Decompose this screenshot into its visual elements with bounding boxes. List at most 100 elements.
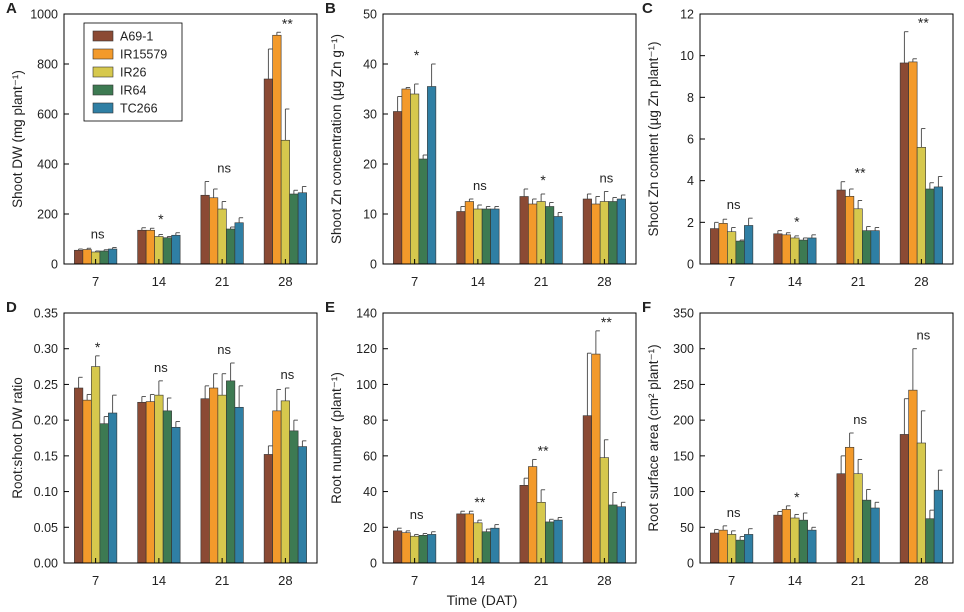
y-tick-label-e: 120 [356, 342, 377, 356]
y-tick-label-f: 100 [673, 485, 694, 499]
bar-f-28-ir64 [925, 518, 935, 564]
y-tick-label-e: 20 [363, 521, 377, 535]
bar-a-14-ir64 [162, 237, 172, 265]
bar-c-14-ir15579 [781, 234, 791, 265]
bar-c-28-a69-1 [899, 62, 909, 265]
significance-b: * [414, 47, 420, 63]
y-tick-label-a: 200 [37, 208, 58, 222]
plot-frame-a [63, 13, 318, 265]
bar-a-28-ir64 [289, 193, 299, 265]
bar-d-7-ir15579 [82, 399, 92, 564]
x-tick-label-d: 28 [278, 573, 292, 588]
bar-b-7-tc266 [427, 86, 437, 265]
y-tick-label-e: 100 [356, 378, 377, 392]
bar-f-7-ir64 [735, 539, 745, 564]
y-tick-label-c: 6 [687, 133, 694, 147]
plot-frame-b [382, 13, 637, 265]
y-tick-label-d: 0.35 [34, 307, 58, 321]
y-tick-label-f: 0 [687, 557, 694, 571]
x-tick-label-a: 21 [215, 274, 229, 289]
y-tick-label-e: 80 [363, 414, 377, 428]
y-tick-label-b: 50 [363, 8, 377, 22]
bar-a-28-ir15579 [272, 34, 282, 265]
bar-b-28-tc266 [616, 198, 626, 265]
bar-e-21-ir15579 [528, 466, 538, 564]
bar-c-21-tc266 [870, 230, 880, 265]
bar-d-7-tc266 [108, 412, 118, 564]
bar-e-14-tc266 [490, 527, 500, 564]
bar-b-28-ir26 [599, 201, 609, 265]
bar-a-28-a69-1 [263, 78, 273, 265]
bar-e-28-ir26 [599, 457, 609, 564]
bar-b-28-a69-1 [582, 198, 592, 265]
bar-f-7-a69-1 [710, 532, 720, 564]
significance-e: ** [601, 314, 612, 330]
panel-label-a: A [6, 0, 17, 17]
legend-swatch-ir26 [92, 66, 114, 78]
bar-d-28-ir26 [280, 400, 290, 564]
x-tick-label-a: 7 [92, 274, 99, 289]
bar-d-7-ir26 [91, 366, 101, 564]
bar-f-7-ir15579 [718, 529, 728, 564]
bar-b-14-ir26 [473, 208, 483, 265]
bar-c-7-tc266 [744, 225, 754, 265]
bar-d-7-a69-1 [74, 387, 84, 564]
significance-d: ns [154, 360, 168, 375]
y-tick-label-a: 1000 [30, 8, 58, 22]
y-tick-label-d: 0.15 [34, 449, 58, 463]
legend-label-tc266: TC266 [120, 102, 158, 116]
bar-e-14-ir64 [481, 531, 491, 564]
bar-c-28-ir26 [916, 147, 926, 265]
y-tick-label-f: 300 [673, 342, 694, 356]
bar-e-28-a69-1 [582, 415, 592, 564]
significance-a: ns [217, 161, 231, 176]
y-tick-label-f: 150 [673, 449, 694, 463]
y-tick-label-d: 0.30 [34, 342, 58, 356]
bar-b-21-ir15579 [528, 203, 538, 265]
y-tick-label-e: 140 [356, 307, 377, 321]
x-tick-label-b: 7 [411, 274, 418, 289]
bar-d-21-ir26 [217, 394, 227, 564]
y-tick-label-c: 0 [687, 258, 694, 272]
bar-d-28-tc266 [297, 446, 307, 564]
x-tick-label-a: 28 [278, 274, 292, 289]
y-tick-label-d: 0.25 [34, 378, 58, 392]
bar-e-21-ir64 [545, 521, 555, 564]
bar-b-21-a69-1 [519, 196, 529, 265]
bar-b-28-ir64 [608, 201, 618, 265]
significance-c: ** [918, 15, 929, 31]
x-tick-label-d: 21 [215, 573, 229, 588]
legend-swatch-ir15579 [92, 48, 114, 60]
x-tick-label-d: 7 [92, 573, 99, 588]
bar-b-28-ir15579 [591, 203, 601, 265]
y-tick-label-b: 40 [363, 58, 377, 72]
bar-e-7-ir15579 [401, 532, 411, 564]
x-tick-label-c: 28 [914, 274, 928, 289]
significance-c: ** [855, 165, 866, 181]
bar-e-28-tc266 [616, 506, 626, 564]
bar-a-28-ir26 [280, 139, 290, 265]
plot-frame-c [699, 13, 954, 265]
bar-d-14-ir64 [162, 410, 172, 564]
bar-f-14-ir26 [790, 517, 800, 564]
bar-c-7-ir64 [735, 240, 745, 265]
x-tick-label-b: 21 [534, 274, 548, 289]
bar-f-14-a69-1 [773, 514, 783, 564]
y-tick-label-a: 0 [51, 258, 58, 272]
x-tick-label-f: 28 [914, 573, 928, 588]
significance-b: ns [600, 171, 614, 186]
bar-c-14-a69-1 [773, 233, 783, 265]
y-axis-label-d: Root:shoot DW ratio [10, 377, 25, 499]
bar-a-14-a69-1 [137, 229, 147, 265]
y-tick-label-c: 12 [680, 8, 694, 22]
y-tick-label-d: 0.20 [34, 414, 58, 428]
y-tick-label-f: 200 [673, 414, 694, 428]
y-axis-label-b: Shoot Zn concentration (µg Zn g⁻¹) [329, 34, 344, 244]
x-tick-label-c: 14 [788, 274, 802, 289]
bar-d-14-ir26 [154, 394, 164, 564]
bar-e-21-tc266 [553, 519, 563, 564]
bar-b-14-ir64 [481, 208, 491, 265]
bar-b-21-ir64 [545, 206, 555, 265]
panel-label-e: E [325, 299, 335, 316]
legend-label-ir64: IR64 [120, 84, 146, 98]
